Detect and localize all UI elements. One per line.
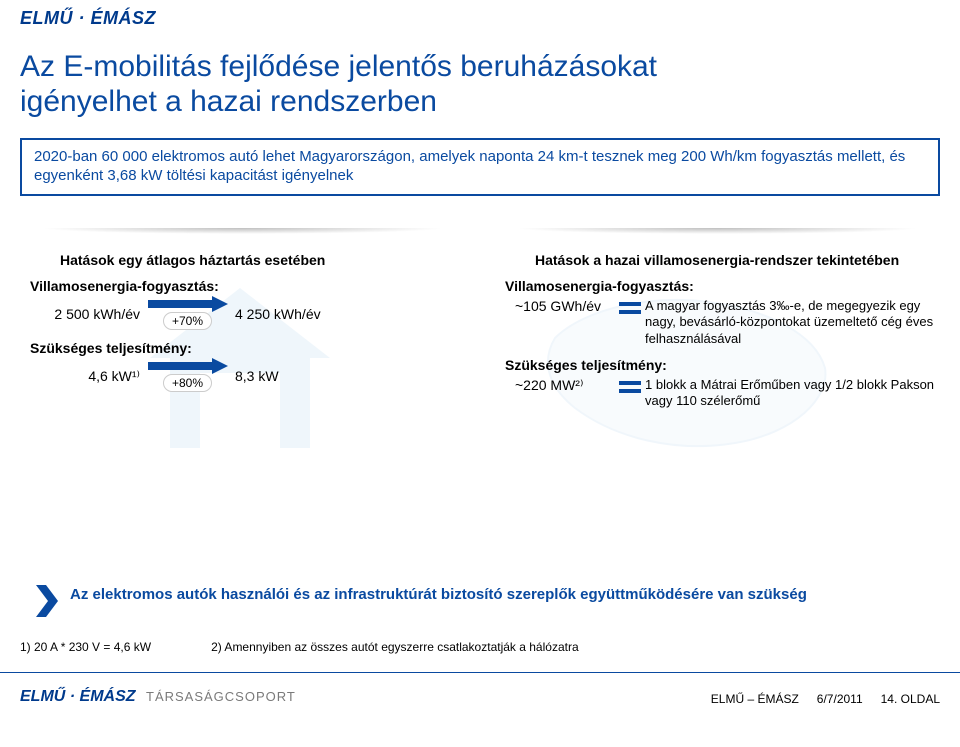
brand-subtext: TÁRSASÁGCSOPORT <box>146 689 296 704</box>
left-power-label: Szükséges teljesítmény: <box>30 340 465 356</box>
right-power-desc: 1 blokk a Mátrai Erőműben vagy 1/2 blokk… <box>645 377 940 410</box>
left-power-row: 4,6 kW¹⁾ +80% 8,3 kW <box>50 360 465 392</box>
right-column: Hatások a hazai villamosenergia-rendszer… <box>495 228 940 419</box>
footer-date: 6/7/2011 <box>817 692 863 706</box>
divider-shadow <box>515 228 920 234</box>
left-power-to: 8,3 kW <box>235 368 325 384</box>
left-column: Hatások egy átlagos háztartás esetében V… <box>20 228 465 419</box>
footer-divider <box>0 672 960 673</box>
left-consumption-to: 4 250 kWh/év <box>235 306 325 322</box>
arrow-icon <box>148 298 228 310</box>
callout-row: Az elektromos autók használói és az infr… <box>36 585 916 617</box>
right-consumption-label: Villamosenergia-fogyasztás: <box>505 278 940 294</box>
brand-logo-footer: ELMŰ · ÉMÁSZ TÁRSASÁGCSOPORT <box>20 688 296 706</box>
content-columns: Hatások egy átlagos háztartás esetében V… <box>20 228 940 419</box>
right-heading: Hatások a hazai villamosenergia-rendszer… <box>495 252 940 268</box>
footnote-2: 2) Amennyiben az összes autót egyszerre … <box>211 640 579 654</box>
page-title: Az E-mobilitás fejlődése jelentős beruhá… <box>20 50 720 119</box>
left-power-from: 4,6 kW¹⁾ <box>50 368 140 385</box>
arrow-icon <box>148 360 228 372</box>
footer-source: ELMŰ – ÉMÁSZ <box>711 692 799 706</box>
left-consumption-label: Villamosenergia-fogyasztás: <box>30 278 465 294</box>
left-consumption-row: 2 500 kWh/év +70% 4 250 kWh/év <box>50 298 465 330</box>
right-power-value: ~220 MW²⁾ <box>515 377 615 394</box>
right-consumption-row: ~105 GWh/év A magyar fogyasztás 3‰-e, de… <box>515 298 940 347</box>
left-power-pct: +80% <box>163 374 212 392</box>
equals-icon <box>615 379 645 395</box>
footer-page: 14. OLDAL <box>881 692 940 706</box>
chevron-right-icon <box>36 585 60 617</box>
right-power-row: ~220 MW²⁾ 1 blokk a Mátrai Erőműben vagy… <box>515 377 940 410</box>
brand-logo-top: ELMŰ · ÉMÁSZ <box>20 8 156 29</box>
right-consumption-desc: A magyar fogyasztás 3‰-e, de megegyezik … <box>645 298 940 347</box>
footnote-1: 1) 20 A * 230 V = 4,6 kW <box>20 640 151 654</box>
callout-text: Az elektromos autók használói és az infr… <box>70 585 807 605</box>
divider-shadow <box>40 228 445 234</box>
equals-icon <box>615 300 645 316</box>
left-heading: Hatások egy átlagos háztartás esetében <box>20 252 465 268</box>
left-consumption-pct: +70% <box>163 312 212 330</box>
right-consumption-value: ~105 GWh/év <box>515 298 615 314</box>
footer-meta: ELMŰ – ÉMÁSZ 6/7/2011 14. OLDAL <box>711 692 940 706</box>
right-power-label: Szükséges teljesítmény: <box>505 357 940 373</box>
left-consumption-from: 2 500 kWh/év <box>50 306 140 322</box>
intro-box: 2020-ban 60 000 elektromos autó lehet Ma… <box>20 138 940 196</box>
footnotes: 1) 20 A * 230 V = 4,6 kW 2) Amennyiben a… <box>20 640 940 654</box>
